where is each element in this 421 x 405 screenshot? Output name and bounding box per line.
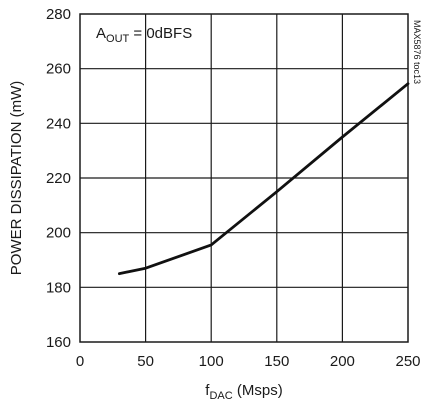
- series-group: [117, 82, 410, 276]
- x-tick-label: 50: [137, 353, 154, 370]
- y-tick-label: 280: [46, 6, 71, 23]
- y-tick-label: 260: [46, 61, 71, 78]
- annotation-aout: AOUT = 0dBFS: [96, 25, 192, 45]
- annotation-main: A: [96, 25, 106, 42]
- x-tick-label: 200: [330, 353, 355, 370]
- x-tick-label: 0: [76, 353, 84, 370]
- x-tick-label: 250: [395, 353, 420, 370]
- plot-frame: [79, 13, 409, 343]
- y-axis-label: POWER DISSIPATION (mW): [8, 81, 25, 275]
- x-axis-label-unit: (Msps): [233, 382, 283, 399]
- annotation-rest: = 0dBFS: [129, 25, 192, 42]
- y-tick-label: 240: [46, 115, 71, 132]
- y-tick-label: 160: [46, 334, 71, 351]
- x-axis-label-main: f: [205, 382, 210, 399]
- x-tick-label: 150: [264, 353, 289, 370]
- x-axis-label: fDAC (Msps): [205, 382, 282, 402]
- figure-watermark: MAX5876 toc13: [412, 20, 421, 84]
- x-axis-label-subscript: DAC: [209, 390, 232, 402]
- x-tick-labels: 0 50 100 150 200 250: [76, 353, 421, 370]
- series-line: [117, 82, 410, 276]
- annotation-subscript: OUT: [106, 33, 130, 45]
- y-tick-label: 200: [46, 225, 71, 242]
- y-tick-label: 180: [46, 279, 71, 296]
- x-tick-label: 100: [199, 353, 224, 370]
- y-tick-label: 220: [46, 170, 71, 187]
- y-tick-labels: 160 180 200 220 240 260 280: [46, 6, 71, 351]
- grid-lines: [80, 14, 408, 342]
